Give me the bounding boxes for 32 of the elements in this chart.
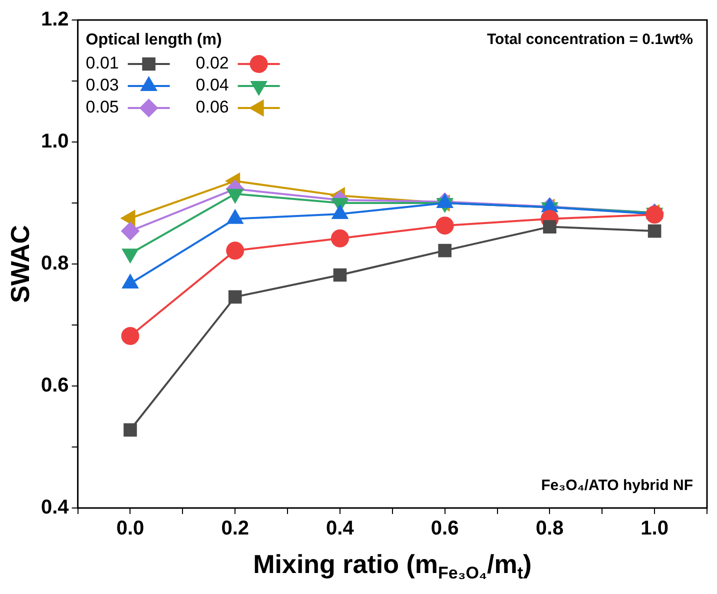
- point: [121, 326, 140, 345]
- point: [543, 220, 556, 234]
- point: [438, 244, 452, 258]
- legend-label: 0.02: [196, 54, 229, 73]
- y-tick-label: 1.0: [40, 130, 69, 153]
- point: [226, 242, 244, 260]
- x-tick-label: 0.2: [221, 518, 250, 540]
- x-tick-label: 0.8: [536, 518, 564, 540]
- y-tick-label: 0.8: [40, 252, 69, 275]
- point: [436, 216, 454, 235]
- legend-label: 0.03: [86, 76, 119, 95]
- point: [648, 224, 662, 238]
- y-tick-label: 0.6: [40, 374, 69, 397]
- x-tick-label: 0.6: [430, 518, 459, 540]
- legend-label: 0.01: [86, 54, 119, 73]
- y-axis-title: SWAC: [5, 224, 36, 303]
- x-tick-label: 0.4: [326, 518, 355, 540]
- point: [124, 423, 137, 437]
- point: [228, 290, 242, 304]
- y-tick-label: 1.2: [40, 8, 69, 31]
- annotation: Fe₃O₄/ATO hybrid NF: [541, 477, 694, 494]
- legend-label: 0.04: [196, 76, 229, 95]
- legend-label: 0.05: [86, 98, 119, 117]
- x-tick-label: 0.0: [116, 518, 144, 540]
- x-tick-label: 1.0: [640, 518, 668, 540]
- y-tick-label: 0.4: [40, 496, 70, 519]
- point: [330, 229, 349, 248]
- point: [333, 268, 347, 282]
- legend-label: 0.06: [196, 98, 229, 117]
- annotation: Total concentration = 0.1wt%: [486, 31, 694, 48]
- legend-title: Optical length (m): [86, 31, 222, 48]
- point: [121, 222, 140, 240]
